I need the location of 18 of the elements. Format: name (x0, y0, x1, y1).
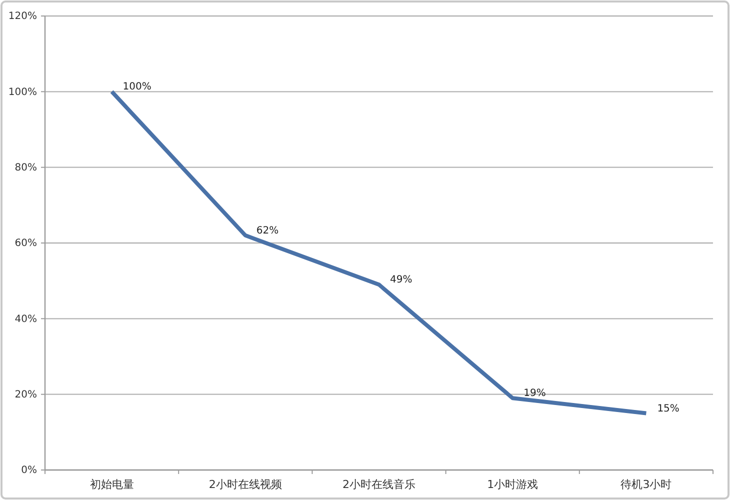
y-tick-label: 120% (8, 11, 37, 22)
data-label: 19% (524, 388, 546, 400)
y-tick-label: 60% (14, 238, 37, 250)
y-tick-label: 20% (14, 390, 37, 401)
y-tick-label: 100% (8, 86, 37, 98)
x-tick-label: 2小时在线音乐 (342, 478, 416, 491)
x-tick-label: 2小时在线视频 (208, 478, 282, 491)
y-tick-label: 0% (21, 465, 37, 476)
data-label: 62% (256, 225, 279, 236)
x-tick-label: 初始电量 (90, 478, 134, 491)
data-label: 15% (657, 403, 680, 414)
line-series (110, 90, 648, 416)
y-tick-label: 40% (14, 314, 37, 325)
x-tick-label: 待机3小时 (620, 478, 672, 491)
x-tick-label: 1小时游戏 (487, 478, 538, 491)
y-tick-label: 80% (14, 162, 37, 174)
data-label: 49% (390, 274, 412, 286)
data-label: 100% (122, 82, 152, 93)
